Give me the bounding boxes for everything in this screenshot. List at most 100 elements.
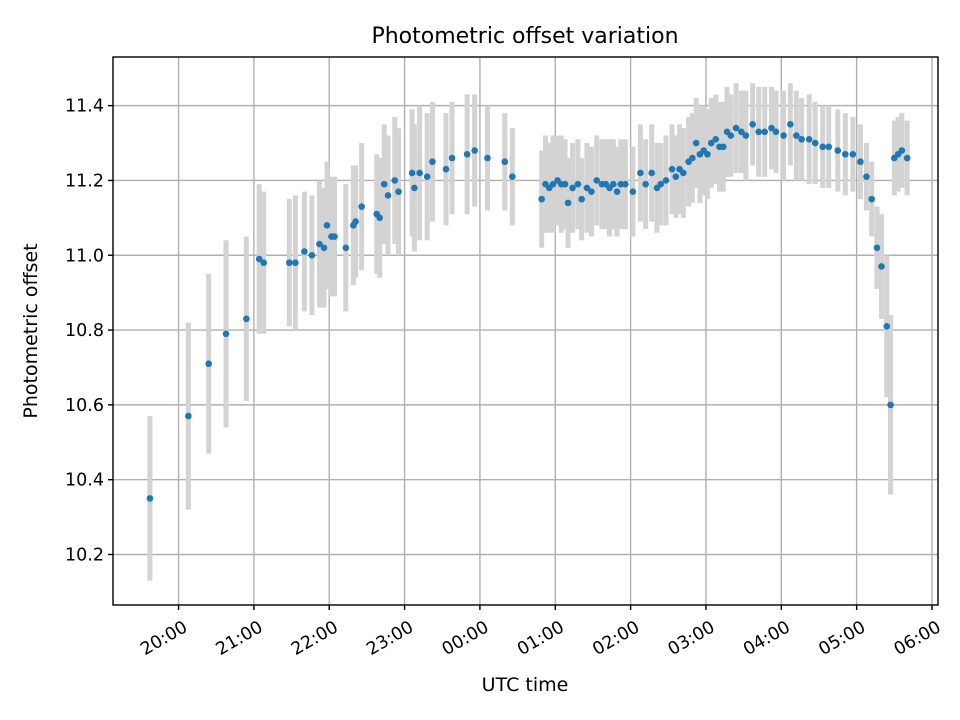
data-point (301, 248, 308, 255)
y-tick-label: 11.2 (65, 171, 104, 191)
x-axis-label: UTC time (482, 674, 569, 696)
data-point (787, 121, 794, 128)
data-point (463, 150, 471, 158)
data-point (755, 128, 762, 136)
y-axis-label: Photometric offset (20, 243, 42, 418)
data-point (255, 255, 263, 263)
y-tick-label: 10.8 (65, 321, 104, 341)
data-point (286, 259, 293, 267)
data-point (574, 180, 582, 188)
data-point (205, 360, 212, 368)
data-point (323, 222, 331, 229)
data-point (384, 192, 392, 199)
data-point (680, 169, 687, 177)
data-point (509, 173, 516, 180)
data-point (798, 135, 805, 143)
data-point (662, 177, 670, 184)
data-point (429, 158, 436, 166)
data-point (719, 143, 727, 151)
data-point (842, 150, 849, 158)
data-point (857, 158, 864, 166)
data-point (569, 184, 576, 192)
data-point (692, 139, 700, 147)
data-point (391, 177, 399, 184)
data-point (222, 330, 230, 338)
y-tick-label: 10.2 (65, 546, 104, 566)
data-point (471, 147, 478, 154)
data-point (442, 165, 450, 173)
data-point (811, 139, 819, 147)
data-point (243, 315, 250, 323)
data-point (712, 135, 720, 143)
data-point (146, 495, 154, 502)
data-point (819, 143, 827, 151)
data-point (898, 147, 906, 154)
data-point (657, 180, 665, 188)
data-point (617, 180, 625, 188)
data-point (825, 143, 833, 151)
data-point (395, 188, 402, 195)
data-point (629, 188, 637, 195)
data-point (834, 147, 842, 154)
data-point (738, 128, 745, 136)
data-point (260, 259, 267, 267)
data-point (772, 128, 780, 136)
y-tick-label: 11.4 (65, 97, 104, 117)
data-point (704, 150, 711, 158)
data-point (320, 244, 328, 252)
chart-title: Photometric offset variation (371, 24, 678, 49)
data-point (689, 154, 696, 162)
data-point (613, 188, 621, 195)
data-point (484, 154, 491, 162)
data-point (878, 263, 885, 270)
data-point (805, 135, 813, 143)
data-point (742, 132, 750, 139)
data-point (342, 244, 350, 252)
data-point (376, 214, 384, 222)
data-point (448, 154, 456, 162)
data-point (588, 188, 595, 195)
data-point (416, 169, 423, 177)
data-point (411, 184, 418, 192)
data-point (863, 173, 870, 180)
data-point (793, 132, 800, 139)
y-tick-label: 10.6 (65, 396, 104, 416)
data-points (146, 121, 911, 502)
data-point (780, 132, 787, 139)
data-point (868, 195, 875, 203)
data-point (883, 323, 891, 330)
data-point (380, 180, 388, 188)
data-point (873, 244, 881, 252)
data-point (583, 184, 591, 192)
data-point (707, 139, 715, 147)
data-point (849, 150, 857, 158)
y-tick-label: 10.4 (65, 471, 104, 491)
data-point (352, 218, 359, 225)
data-point (637, 169, 644, 177)
data-point (408, 169, 416, 177)
data-point (668, 165, 676, 173)
y-tick-label: 11.0 (65, 246, 104, 266)
plot-frame (112, 56, 939, 606)
data-point (648, 169, 655, 177)
data-point (185, 412, 192, 420)
data-point (903, 154, 911, 162)
data-point (501, 158, 509, 166)
y-axis-ticks: 10.2 10.4 10.6 10.8 11.0 11.2 11.4 (65, 97, 113, 566)
data-point (609, 180, 617, 188)
data-point (593, 177, 600, 184)
data-point (672, 173, 680, 180)
data-point (749, 121, 756, 128)
data-point (549, 180, 557, 188)
data-point (331, 233, 338, 240)
data-point (292, 259, 299, 267)
data-point (642, 180, 649, 188)
data-point (358, 203, 365, 210)
data-point (761, 128, 769, 136)
data-point (578, 195, 585, 203)
data-point (316, 240, 323, 248)
data-point (768, 124, 775, 132)
data-point (564, 199, 572, 207)
data-point (727, 132, 735, 139)
